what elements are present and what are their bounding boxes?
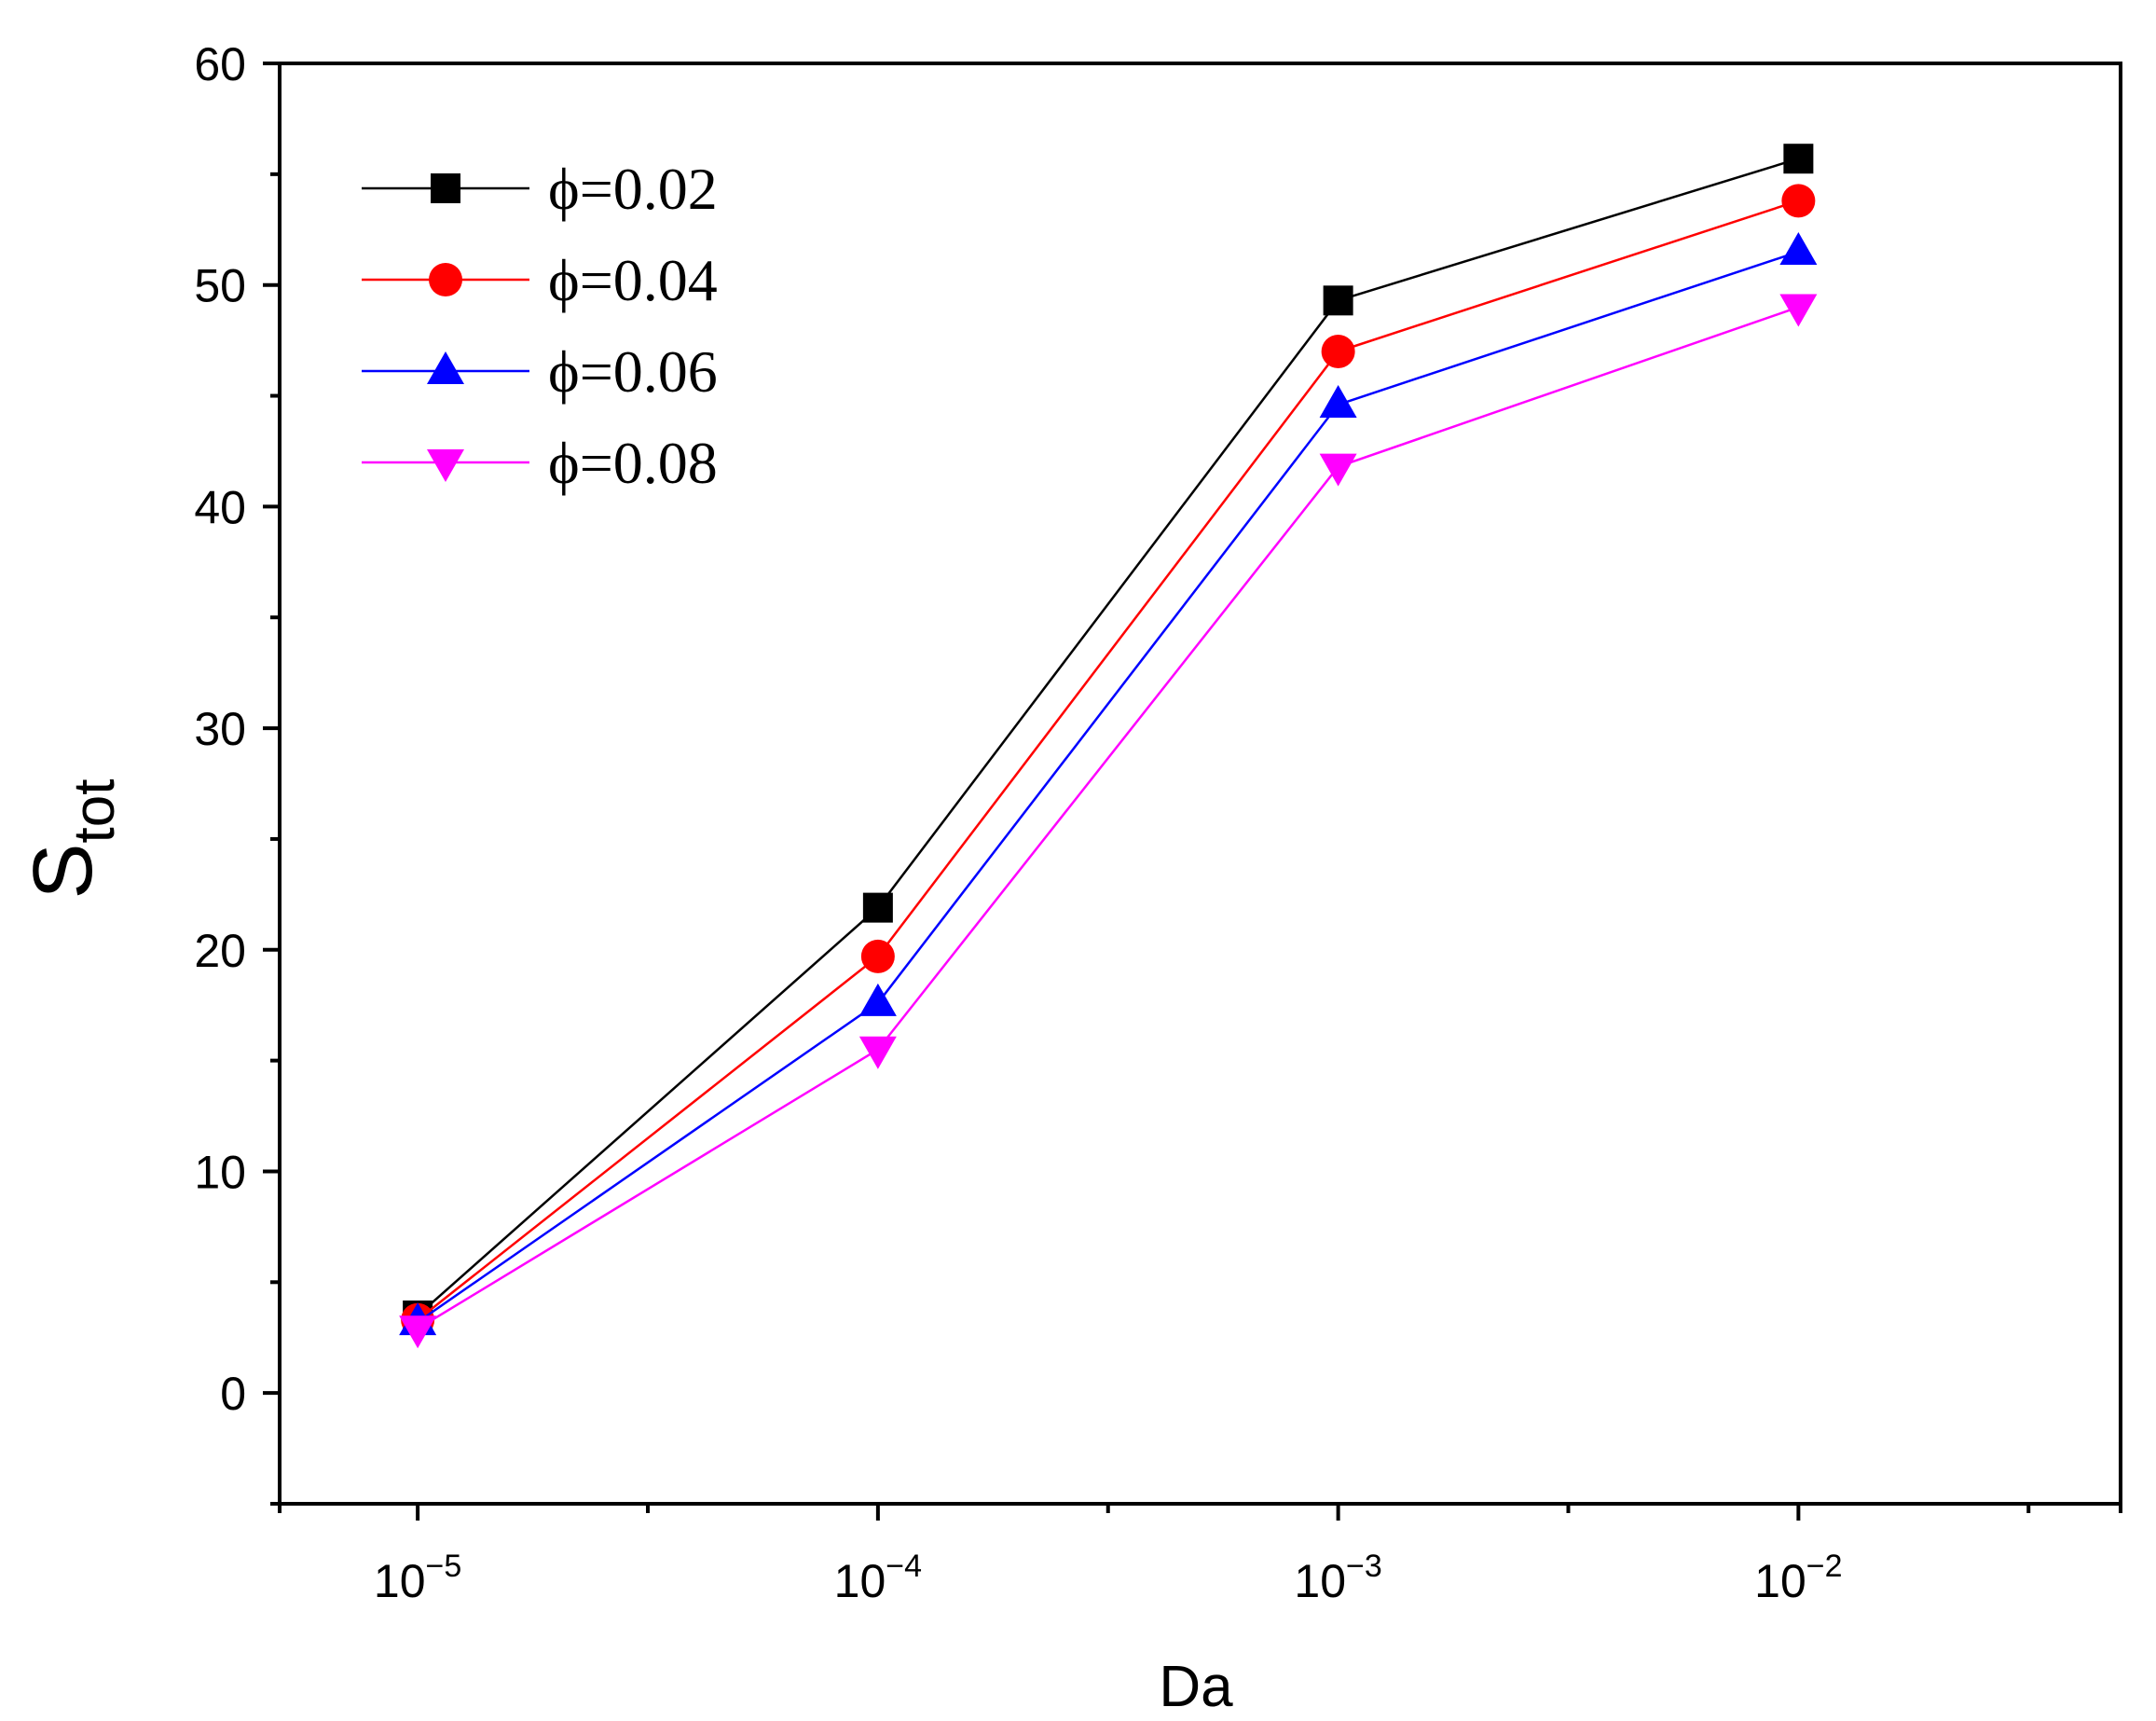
series-4 xyxy=(399,294,1818,1349)
series-line xyxy=(417,250,1799,1324)
data-point-triangle-up xyxy=(858,983,897,1016)
x-tick-label: 10−4 xyxy=(834,1549,922,1607)
data-point-circle xyxy=(860,939,895,973)
y-tick-label: 20 xyxy=(194,925,246,977)
y-tick-label: 40 xyxy=(194,481,246,533)
legend-marker xyxy=(427,351,464,384)
legend-item: ϕ=0.08 xyxy=(362,430,718,496)
plot-frame xyxy=(278,62,2122,1506)
data-point-square xyxy=(1323,285,1353,316)
series-line xyxy=(417,200,1799,1321)
y-tick-label: 30 xyxy=(194,703,246,755)
series-line xyxy=(417,306,1799,1330)
series-1 xyxy=(403,144,1814,1330)
x-tick-label: 10−3 xyxy=(1294,1549,1381,1607)
data-point-square xyxy=(1783,144,1814,174)
y-tick-label: 10 xyxy=(194,1146,246,1198)
legend-marker xyxy=(431,173,460,203)
plot-border xyxy=(278,62,2122,1506)
legend-label: ϕ=0.08 xyxy=(548,430,718,496)
data-point-triangle-up xyxy=(1319,385,1357,419)
legend-marker xyxy=(429,263,462,296)
x-tick-label: 10−5 xyxy=(374,1549,461,1607)
data-point-square xyxy=(862,892,893,923)
data-point-circle xyxy=(1781,184,1816,218)
y-axis-title: Stot xyxy=(17,779,127,900)
legend-item: ϕ=0.04 xyxy=(362,247,718,313)
data-point-triangle-down xyxy=(1779,294,1818,327)
data-point-circle xyxy=(1321,335,1355,368)
x-axis-title: Da xyxy=(1159,1655,1233,1719)
y-axis: 0 10 20 30 40 50 60 xyxy=(194,38,280,1506)
legend-marker xyxy=(427,449,464,482)
y-tick-label: 50 xyxy=(194,260,246,312)
y-tick-label: 60 xyxy=(194,38,246,90)
legend-label: ϕ=0.04 xyxy=(548,247,718,313)
y-tick-label: 0 xyxy=(220,1368,246,1420)
x-tick-label: 10−2 xyxy=(1754,1549,1842,1607)
data-point-triangle-down xyxy=(1319,453,1357,487)
legend-label: ϕ=0.06 xyxy=(548,338,718,405)
data-point-triangle-down xyxy=(399,1315,437,1349)
legend-label: ϕ=0.02 xyxy=(548,156,718,222)
series-line xyxy=(417,158,1799,1316)
legend-item: ϕ=0.02 xyxy=(362,156,718,222)
legend-item: ϕ=0.06 xyxy=(362,338,718,405)
legend: ϕ=0.02 ϕ=0.04 ϕ=0.06 ϕ=0.08 xyxy=(362,156,718,496)
series-layer xyxy=(399,144,1818,1349)
x-axis: 10−5 10−4 10−3 10−2 xyxy=(278,1504,2122,1607)
data-point-triangle-up xyxy=(1779,232,1818,266)
data-point-triangle-down xyxy=(858,1036,897,1069)
